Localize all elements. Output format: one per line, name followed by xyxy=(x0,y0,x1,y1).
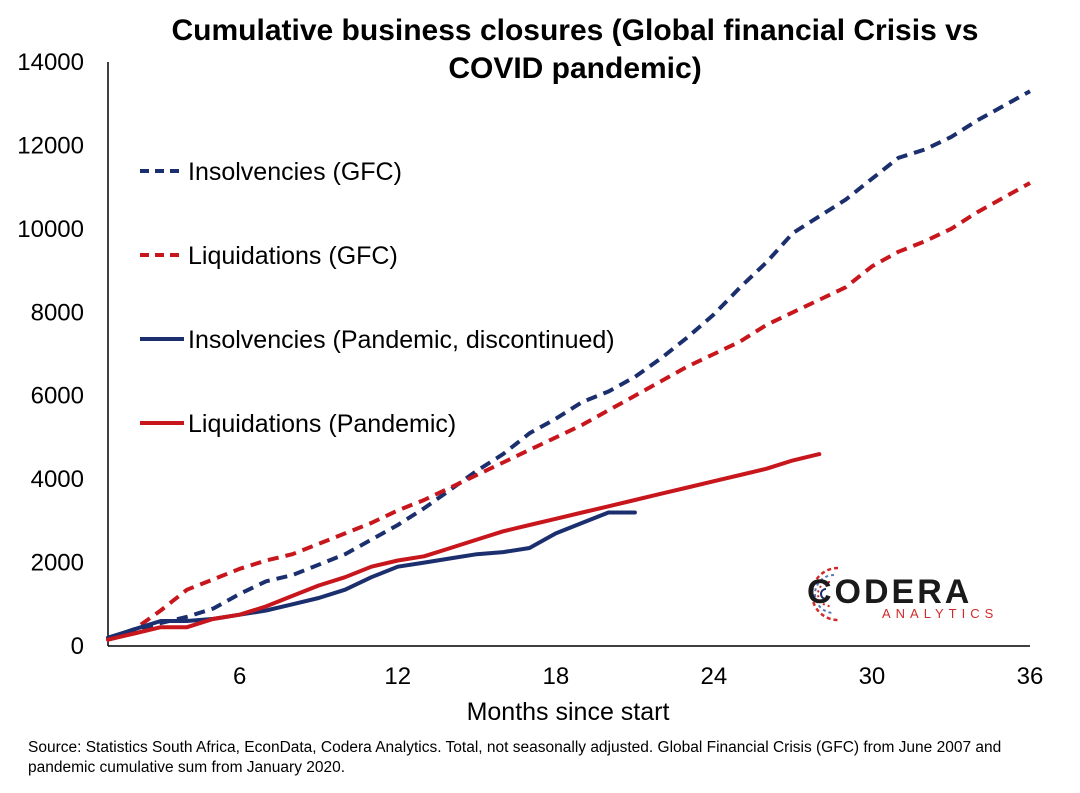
source-note: Source: Statistics South Africa, EconDat… xyxy=(28,739,1002,776)
series-layer xyxy=(106,89,1031,642)
brand-subtitle: ANALYTICS xyxy=(882,606,998,621)
legend-label: Insolvencies (Pandemic, discontinued) xyxy=(188,326,615,354)
x-tick-label: 24 xyxy=(701,663,728,690)
y-tick-label: 8000 xyxy=(31,299,84,326)
x-tick-label: 12 xyxy=(384,663,411,690)
legend-label: Liquidations (Pandemic) xyxy=(188,410,456,438)
series-line-3 xyxy=(106,510,637,640)
chart-title-line-1: Cumulative business closures (Global fin… xyxy=(172,14,979,47)
codera-logo: CODERA ANALYTICS xyxy=(807,566,998,622)
x-tick-label: 6 xyxy=(233,663,246,690)
x-tick-label: 18 xyxy=(542,663,569,690)
y-tick-label: 2000 xyxy=(31,550,84,577)
series-line-2 xyxy=(107,181,1031,641)
series-line-4 xyxy=(106,452,822,642)
legend-label: Liquidations (GFC) xyxy=(188,242,398,270)
y-tick-label: 12000 xyxy=(17,132,84,159)
x-tick-label: 30 xyxy=(859,663,886,690)
x-axis-label: Months since start xyxy=(467,698,670,726)
y-tick-label: 0 xyxy=(71,633,84,660)
legend-label: Insolvencies (GFC) xyxy=(188,158,402,186)
x-tick-labels: 6 12 18 24 30 36 xyxy=(233,663,1043,690)
series-line-1 xyxy=(107,89,1031,642)
x-tick-label: 36 xyxy=(1017,663,1044,690)
logo-mark-icon xyxy=(810,566,839,622)
axes xyxy=(107,62,1030,647)
y-tick-label: 14000 xyxy=(17,49,84,76)
y-tick-label: 10000 xyxy=(17,216,84,243)
y-tick-label: 4000 xyxy=(31,466,84,493)
y-tick-labels: 0 2000 4000 6000 8000 10000 12000 14000 xyxy=(17,49,84,660)
legend: Insolvencies (GFC) Liquidations (GFC) Inso… xyxy=(140,158,615,438)
chart-title-line-2: COVID pandemic) xyxy=(448,52,701,85)
y-tick-label: 6000 xyxy=(31,383,84,410)
brand-name: CODERA xyxy=(807,573,972,611)
